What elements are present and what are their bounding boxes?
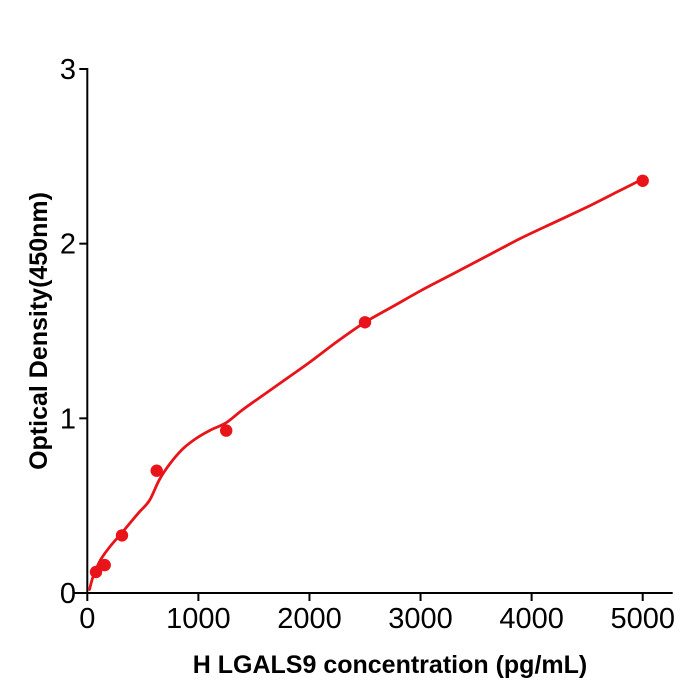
data-point-dot [636,174,649,187]
x-tick-label: 3000 [388,603,453,635]
data-point-dot [358,316,372,329]
data-point-dot [98,558,111,572]
data-point-dot [115,529,129,542]
data-point-dot [150,464,163,477]
data-point-dot [220,424,233,437]
x-tick-label: 5000 [610,603,675,635]
x-tick-label: 0 [79,603,95,635]
y-tick-label: 2 [60,229,76,261]
y-tick-label: 1 [60,403,76,435]
points-layer [89,174,649,579]
x-tick-label: 2000 [277,603,342,635]
x-tick-label: 4000 [499,603,564,635]
x-tick-label: 1000 [166,603,231,635]
y-axis-title: Optical Density(450nm) [25,192,53,470]
tick-label-layer: 0 1000 2000 3000 4000 5000 0 1 2 3 [60,54,675,635]
x-axis-title: H LGALS9 concentration (pg/mL) [193,651,587,679]
data-point-dot [89,565,103,579]
curve-layer [88,177,645,591]
fit-curve-line [88,177,645,591]
axes-layer [73,68,673,601]
y-tick-label: 3 [60,54,76,86]
y-tick-label: 0 [60,578,76,610]
